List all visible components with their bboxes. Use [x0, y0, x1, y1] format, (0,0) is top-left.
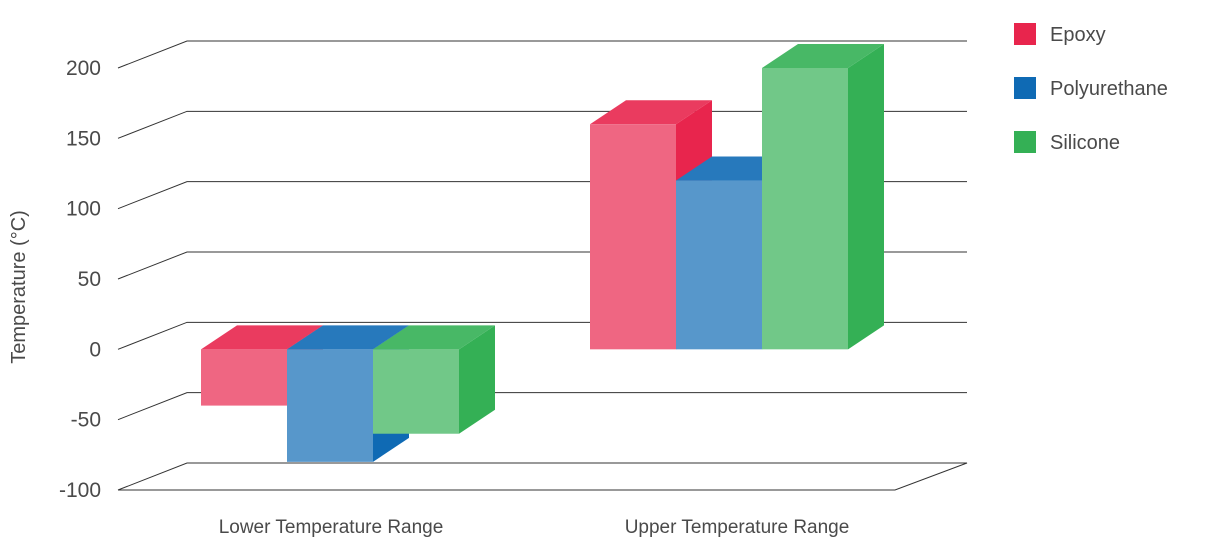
bar-side [459, 325, 495, 434]
legend-label: Silicone [1050, 132, 1120, 154]
bar-front [762, 68, 848, 350]
y-tick-label: -50 [71, 409, 101, 432]
y-tick-label: 200 [66, 57, 101, 80]
bar-side [848, 44, 884, 350]
bar-top [201, 325, 323, 350]
x-axis-categories: Lower Temperature Range Upper Temperature… [219, 517, 850, 538]
legend-item-silicone: Silicone [1014, 131, 1120, 154]
y-tick-label: -100 [59, 479, 101, 502]
legend-swatch [1014, 131, 1036, 153]
x-category-label: Lower Temperature Range [219, 517, 444, 538]
legend-label: Epoxy [1050, 24, 1106, 46]
gridline [117, 40, 967, 69]
bar-silicone-upper-temperature-range [762, 44, 884, 350]
gridline-floor [117, 462, 968, 491]
x-category-label: Upper Temperature Range [625, 517, 850, 538]
bar-front [676, 180, 762, 350]
bar-top [287, 325, 409, 350]
bars [201, 44, 884, 462]
y-axis-label: Temperature (°C) [8, 210, 30, 364]
bar-front [287, 349, 373, 462]
bar-front [373, 349, 459, 434]
bar-top [762, 44, 884, 68]
y-axis-ticks: -100 -50 0 50 100 150 200 [59, 57, 101, 502]
bar-top [590, 100, 712, 125]
y-tick-label: 100 [66, 198, 101, 221]
y-tick-label: 0 [89, 338, 101, 361]
bar-front [201, 349, 287, 406]
grid [117, 40, 968, 491]
y-tick-label: 150 [66, 127, 101, 150]
legend-item-epoxy: Epoxy [1014, 23, 1106, 46]
bar-front [590, 124, 676, 350]
legend: Epoxy Polyurethane Silicone [1014, 23, 1168, 154]
legend-swatch [1014, 77, 1036, 99]
legend-label: Polyurethane [1050, 78, 1168, 100]
bar-silicone-lower-temperature-range [373, 325, 495, 434]
y-tick-label: 50 [78, 268, 101, 291]
legend-swatch [1014, 23, 1036, 45]
legend-item-polyurethane: Polyurethane [1014, 77, 1168, 100]
bar-top [373, 325, 495, 350]
gridline [117, 392, 967, 421]
